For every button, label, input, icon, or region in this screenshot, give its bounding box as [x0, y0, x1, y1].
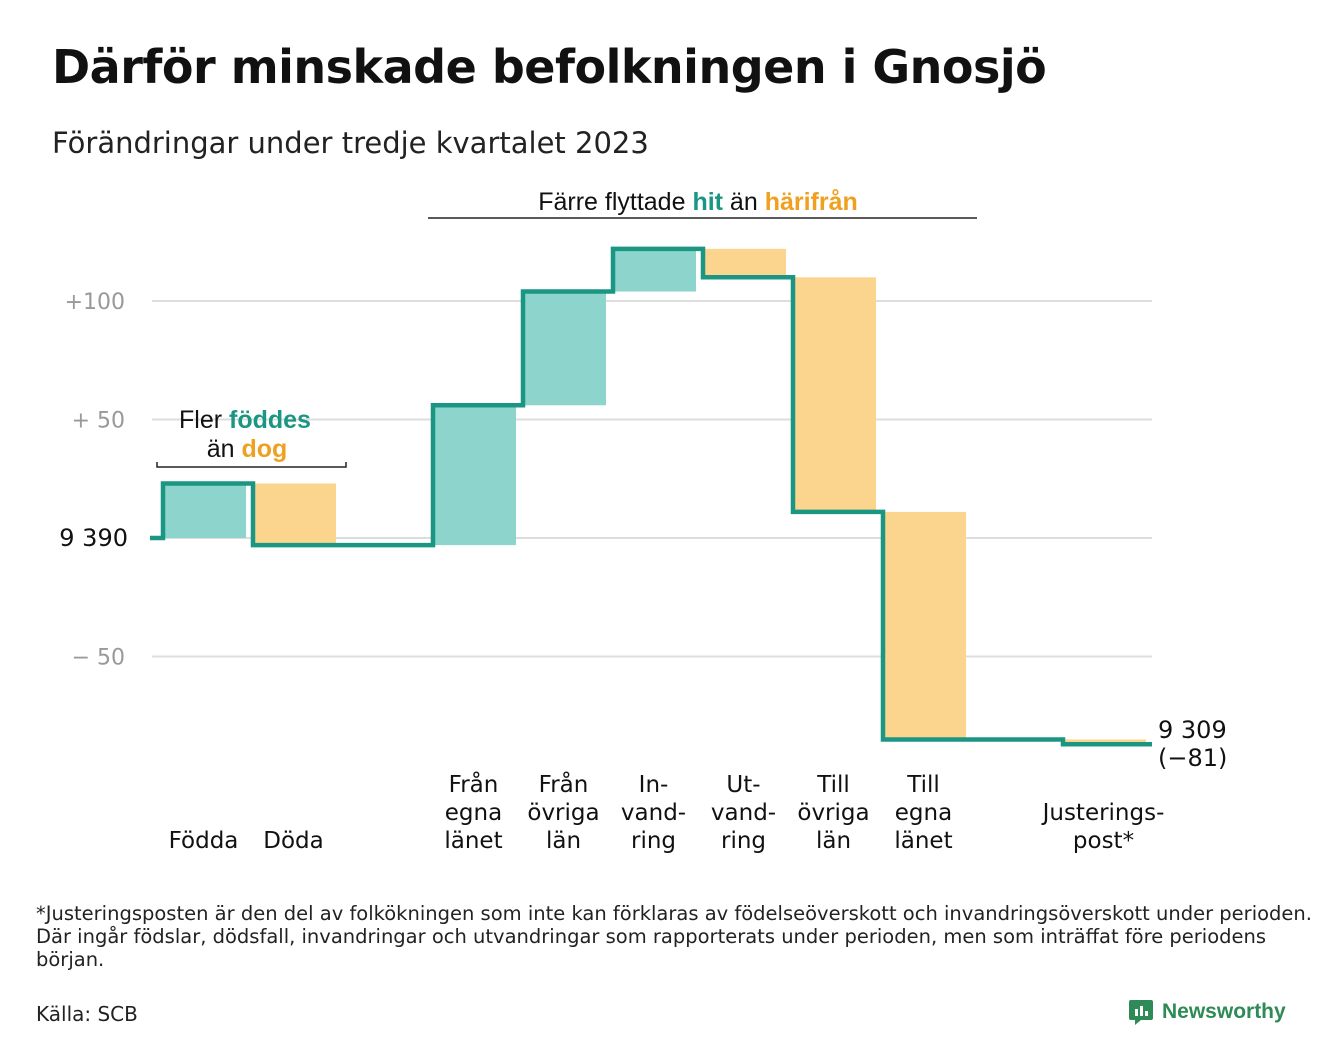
- x-category-label: Från: [449, 770, 499, 798]
- y-tick-label: +100: [65, 290, 125, 315]
- annotation-highlight-died: dog: [241, 435, 287, 463]
- population-step-line: [150, 246, 1152, 747]
- footnote: *Justeringsposten är den del av folkökni…: [36, 902, 1312, 971]
- x-category-label: post*: [1073, 828, 1134, 854]
- x-category-label: länet: [894, 828, 952, 854]
- annotation-born-line2: än dog: [207, 435, 288, 463]
- chart-subtitle: Förändringar under tredje kvartalet 2023: [52, 126, 649, 160]
- annotation-highlight-born: föddes: [229, 406, 311, 434]
- annotation-text: än: [723, 188, 765, 216]
- bar-Justerings- post*: [1063, 739, 1146, 745]
- x-category-label: län: [546, 828, 581, 854]
- y-tick-label: − 50: [72, 646, 125, 671]
- x-category-label: Till: [816, 772, 850, 798]
- bar-Till övriga län: [793, 277, 876, 512]
- annotation-text: än: [207, 435, 242, 463]
- bar-Till egna länet: [883, 511, 966, 740]
- x-category-label: ring: [631, 828, 676, 854]
- chart-title: Därför minskade befolkningen i Gnosjö: [52, 40, 1047, 94]
- x-category-label: vand-: [621, 800, 686, 826]
- newsworthy-logo-icon: [1129, 1000, 1153, 1025]
- annotation-text: Färre flyttade: [538, 188, 692, 216]
- x-category-label: egna: [445, 800, 502, 826]
- annotation-highlight-hit: hit: [692, 188, 723, 216]
- brand-name: Newsworthy: [1162, 1000, 1286, 1023]
- annotation-text: Fler: [179, 406, 229, 434]
- brand-logo[interactable]: Newsworthy: [1128, 998, 1286, 1026]
- bar-In- vand- ring: [613, 248, 696, 292]
- x-category-label: övriga: [797, 800, 869, 826]
- bar-Från övriga län: [523, 291, 606, 406]
- end-change-label: (−81): [1158, 744, 1227, 772]
- x-category-label: egna: [895, 800, 952, 826]
- bar-Från egna länet: [433, 405, 516, 546]
- x-category-label: Justerings-: [1041, 800, 1165, 826]
- start-value-label: 9 390: [59, 524, 128, 552]
- x-category-label: Från: [539, 770, 589, 798]
- bar-Födda: [163, 483, 246, 538]
- end-value-label: 9 309: [1158, 716, 1227, 744]
- bar-Döda: [253, 483, 336, 546]
- annotation-born-line1: Fler föddes: [179, 406, 311, 434]
- x-category-label: länet: [444, 828, 502, 854]
- x-category-label: övriga: [527, 800, 599, 826]
- annotation-moved: Färre flyttade hit än härifrån: [538, 188, 858, 216]
- x-category-label: Döda: [263, 828, 323, 854]
- source-label: Källa: SCB: [36, 1002, 138, 1026]
- x-category-label: Födda: [169, 828, 239, 854]
- y-tick-label: + 50: [72, 409, 125, 434]
- x-category-label: län: [816, 828, 851, 854]
- x-category-label: In-: [639, 772, 669, 798]
- x-category-label: Ut-: [726, 772, 760, 798]
- x-category-label: ring: [721, 828, 766, 854]
- bar-Ut- vand- ring: [703, 248, 786, 278]
- annotation-bracket-born: [156, 462, 347, 468]
- x-category-label: Till: [906, 772, 940, 798]
- waterfall-chart: +100 + 50 − 50 9 390 9 309(−81) Födda Döda Från…: [59, 188, 1227, 854]
- x-category-label: vand-: [711, 800, 776, 826]
- annotation-highlight-harifran: härifrån: [765, 188, 858, 216]
